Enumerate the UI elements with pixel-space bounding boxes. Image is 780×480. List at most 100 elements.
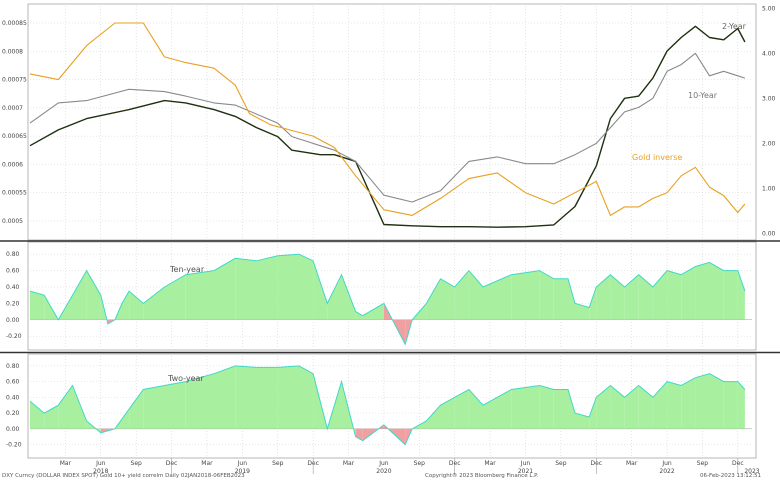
two-year-area-segment [58,385,73,429]
x-tick-label-month: Mar [343,460,355,467]
two-year-area-segment [681,377,696,429]
two-year-area-segment [723,381,738,429]
ten-year-area-segment [610,274,625,320]
x-tick-label-year: 2023 [744,468,759,475]
left-axis-tick-label: 0.00085 [2,20,27,27]
ten-year-area-segment [667,270,682,320]
x-tick-label-month: Sep [131,460,143,467]
right-axis-tick-label: 0.00 [762,230,776,237]
x-tick-label-month: Mar [201,460,213,467]
ten-year-area-segment [355,311,363,320]
ten-year-outline [29,253,746,346]
ten-year-area-segment [553,278,568,320]
two-year-area-segment [143,385,165,429]
two-year-axis-tick-label: 0.80 [6,363,20,370]
x-tick-label-month: Sep [697,460,709,467]
x-tick-label-month: Mar [626,460,638,467]
series-line-gold-inverse [29,22,746,216]
left-axis-tick-label: 0.0008 [2,48,23,55]
two-year-area-segment [709,373,724,429]
ten-year-area-segment [589,287,597,320]
ten-year-area-segment [539,270,554,320]
left-axis-tick-label: 0.0005 [2,218,23,225]
x-tick-label-month: Mar [60,460,72,467]
ten-year-area-segment [454,270,469,320]
two-year-area-segment [575,413,590,429]
ten-year-area-segment [695,262,710,320]
two-year-area-segment [638,385,653,429]
ten-year-area-segment [709,262,724,320]
ten-year-axis-tick-label: 0.20 [6,300,20,307]
two-year-area-segment [235,365,257,429]
two-year-area-segment [667,381,682,429]
label-2-year: 2-Year [722,22,747,31]
two-year-area-segment [164,381,186,429]
x-tick-label-month: Jun [520,460,531,467]
two-year-area-segment [539,385,554,429]
ten-year-area-segment [277,254,299,320]
two-year-area-segment [256,367,278,429]
ten-year-area-segment [299,254,314,320]
ten-year-area-segment [596,274,611,320]
x-tick-label-year: 2021 [518,468,533,475]
ten-year-area-segment [313,260,328,320]
x-tick-label-year: 2020 [376,468,391,475]
two-year-axis-tick-label: 0.60 [6,379,20,386]
ten-year-area-segment [256,255,278,320]
ten-year-area-segment [122,291,130,320]
ten-year-area-segment [511,270,540,320]
ten-year-area-segment [440,278,455,320]
ten-year-area-segment [723,270,738,320]
ten-year-area-segment [164,274,186,320]
top-panel-frame [27,3,757,241]
footer-center: Copyright® 2023 Bloomberg Finance L.P. [425,472,539,479]
ten-year-area-segment [483,274,512,320]
two-year-area-segment [72,385,87,429]
ten-year-area-segment [129,291,144,320]
two-year-area-segment [624,385,639,429]
left-axis-tick-label: 0.0007 [2,105,23,112]
two-year-area-segment [277,365,299,429]
two-year-axis-tick-label: 0.20 [6,410,20,417]
ten-year-area-segment [30,291,45,320]
x-tick-label-month: Sep [272,460,284,467]
series-line-2-year [29,25,746,228]
x-tick-label-year: 2022 [659,468,674,475]
x-tick-label-year: 2018 [93,468,108,475]
ten-year-axis-tick-label: 0.80 [6,251,20,258]
two-year-area-segment [568,389,575,429]
footer-right: 06-Feb-2023 13:12:51 [700,473,761,479]
right-axis-tick-label: 2.00 [762,140,776,147]
two-year-outline [29,365,746,446]
ten-year-area-segment [652,270,668,320]
ten-year-area-segment [185,270,214,320]
footer-left: DXY Curncy (DOLLAR INDEX SPOT) Gold 10+ … [2,473,245,479]
left-axis-tick-label: 0.00065 [2,133,27,140]
label-two-year: Two-year [167,374,204,383]
x-tick-label-year: 2019 [235,468,250,475]
left-axis-tick-label: 0.00055 [2,190,27,197]
two-year-area-segment [44,405,59,429]
ten-year-axis-tick-label: 0.40 [6,284,20,291]
ten-year-area-segment [575,303,590,320]
two-year-area-segment [468,389,483,429]
two-year-axis-tick-label: -0.20 [6,442,22,449]
ten-year-area-segment [737,270,745,320]
x-tick-label-month: Jun [661,460,672,467]
two-year-area-segment [30,401,45,429]
two-year-area-segment [589,397,597,429]
left-axis-tick-label: 0.0006 [2,161,23,168]
two-year-area-segment [737,381,745,429]
two-year-axis-tick-label: 0.00 [6,426,20,433]
two-year-area-segment [483,389,512,429]
label-gold-inverse: Gold inverse [632,153,682,162]
two-year-area-segment [185,373,214,429]
two-year-axis-tick-label: 0.40 [6,394,20,401]
x-tick-label-month: Jun [237,460,248,467]
ten-year-axis-tick-label: -0.20 [6,333,22,340]
ten-year-area-segment [468,270,483,320]
ten-year-area-segment [624,274,639,320]
ten-year-area-segment [681,266,696,320]
x-tick-label-month: Jun [95,460,106,467]
